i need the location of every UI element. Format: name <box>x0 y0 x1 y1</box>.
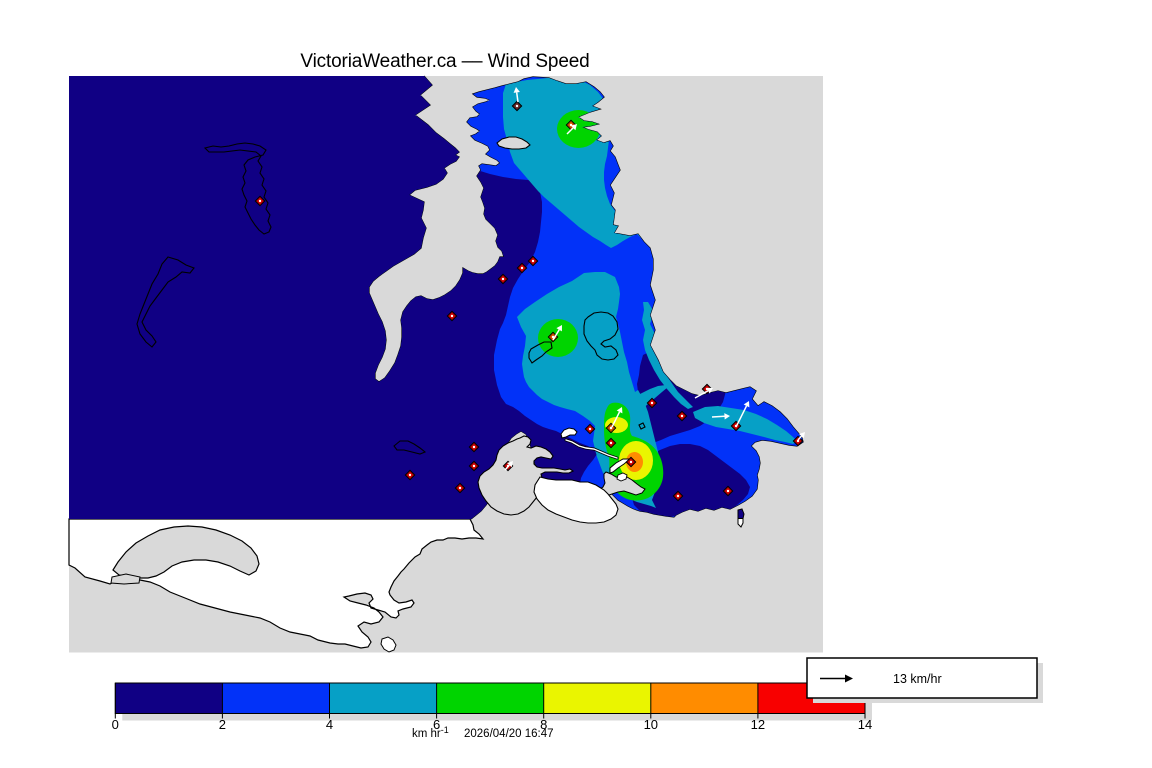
svg-text:2: 2 <box>219 717 226 732</box>
svg-text:4: 4 <box>326 717 333 732</box>
svg-text:0: 0 <box>112 717 119 732</box>
svg-text:6: 6 <box>433 717 440 732</box>
svg-text:12: 12 <box>751 717 765 732</box>
svg-text:13 km/hr: 13 km/hr <box>893 672 942 686</box>
svg-text:km hr-1: km hr-1 <box>412 725 449 740</box>
svg-text:10: 10 <box>644 717 658 732</box>
svg-text:2026/04/20 16:47: 2026/04/20 16:47 <box>464 728 554 740</box>
svg-text:14: 14 <box>858 717 872 732</box>
svg-text:8: 8 <box>540 717 547 732</box>
svg-text:VictoriaWeather.ca –– Wind Spe: VictoriaWeather.ca –– Wind Speed <box>300 51 589 72</box>
